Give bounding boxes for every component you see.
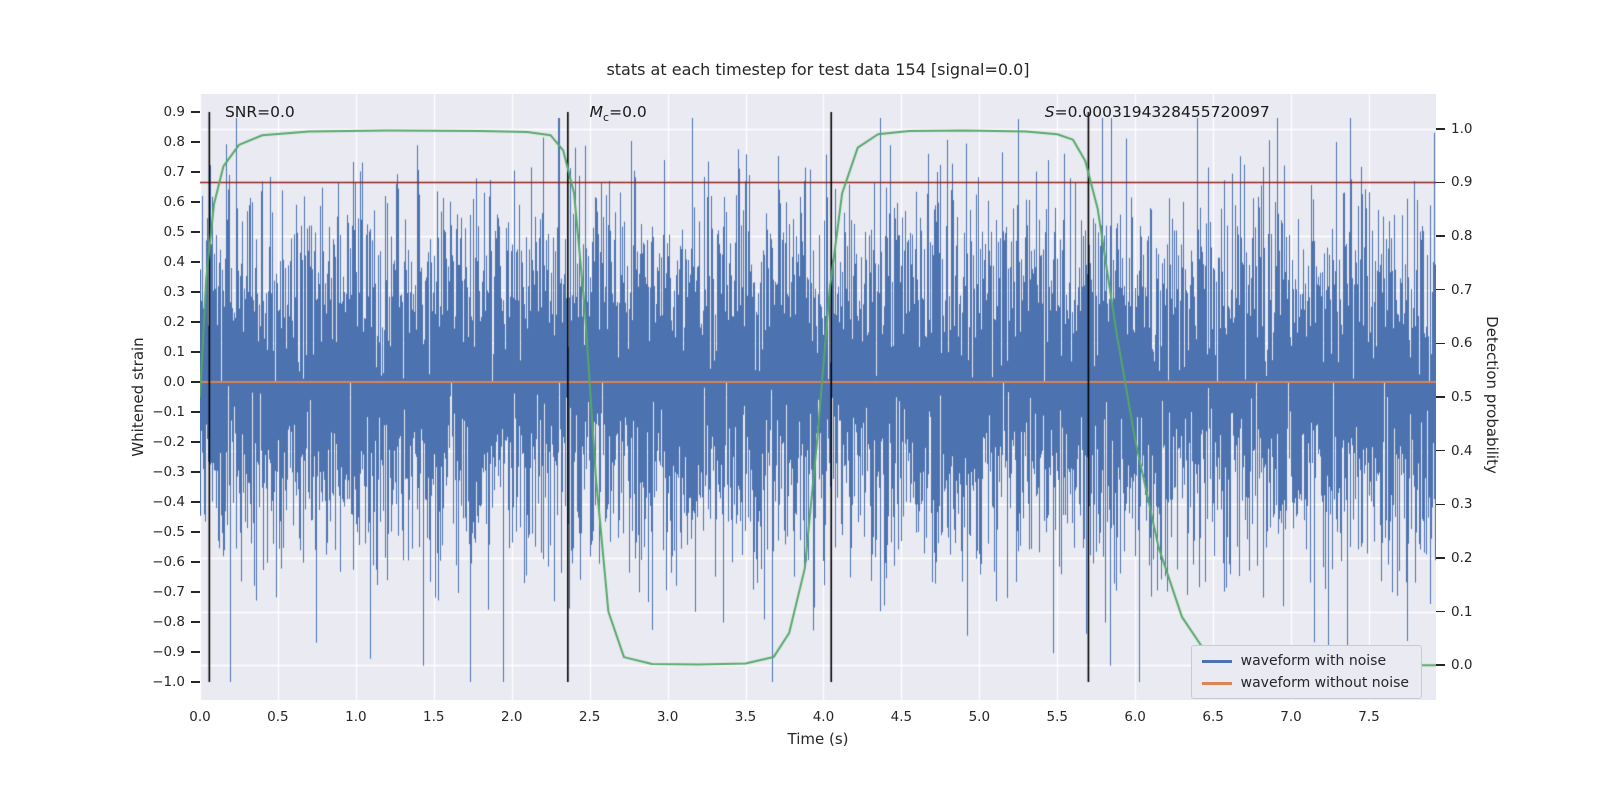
- y-right-tick-mark-icon: [1436, 128, 1445, 130]
- y-right-tick-label: 0.3: [1451, 496, 1473, 513]
- y-left-tick-mark-icon: [191, 141, 200, 143]
- y-left-tick-label: −0.9: [152, 644, 185, 660]
- x-tick-label: 1.0: [345, 709, 367, 725]
- y-left-tick-label: −0.2: [152, 434, 185, 450]
- y-right-tick-mark-icon: [1436, 342, 1445, 345]
- y-left-tick-label: −0.1: [152, 404, 185, 420]
- x-tick-label: 7.5: [1358, 709, 1380, 725]
- y-right-tick-label: 0.9: [1451, 174, 1473, 191]
- y-axis-label-left: Whitened strain: [129, 337, 147, 457]
- y-left-tick-label: 0.6: [163, 194, 185, 210]
- y-right-tick-mark-icon: [1436, 610, 1445, 613]
- y-right-tick-mark-icon: [1436, 449, 1445, 452]
- x-tick-label: 2.0: [500, 709, 523, 725]
- x-tick-label: 5.5: [1046, 709, 1068, 725]
- y-right-tick-label: 0.8: [1451, 228, 1473, 245]
- y-left-tick-mark-icon: [191, 681, 200, 683]
- y-right-tick-mark-icon: [1436, 235, 1445, 237]
- y-right-tick-mark-icon: [1436, 503, 1445, 505]
- y-left-tick-mark-icon: [191, 261, 200, 263]
- y-left-tick-mark-icon: [191, 171, 200, 173]
- chart-title: stats at each timestep for test data 154…: [606, 60, 1030, 79]
- y-left-tick-mark-icon: [191, 531, 200, 533]
- legend-line-blue-icon: [1201, 659, 1232, 663]
- x-tick-label: 6.5: [1202, 709, 1224, 725]
- y-left-tick-label: 0.1: [163, 344, 185, 360]
- legend-line-orange-icon: [1201, 681, 1232, 685]
- y-left-tick-label: −0.8: [152, 614, 185, 630]
- annotation-chirp-mass: Mc=0.0: [589, 103, 647, 125]
- y-left-tick-mark-icon: [191, 471, 200, 473]
- y-left-tick-label: 0.0: [163, 374, 185, 390]
- y-right-tick-label: 0.5: [1451, 389, 1473, 405]
- x-tick-label: 0.0: [189, 709, 211, 725]
- y-right-tick-label: 0.1: [1451, 603, 1473, 620]
- y-left-tick-label: 0.4: [163, 254, 185, 270]
- y-left-tick-label: 0.8: [163, 134, 185, 150]
- x-tick-label: 4.0: [812, 709, 835, 725]
- y-left-tick-mark-icon: [191, 561, 200, 563]
- y-left-tick-label: 0.2: [163, 314, 185, 330]
- x-tick-label: 6.0: [1124, 709, 1146, 725]
- y-left-tick-mark-icon: [191, 291, 200, 293]
- y-right-tick-mark-icon: [1436, 557, 1445, 559]
- x-tick-label: 3.5: [734, 709, 757, 725]
- y-right-tick-label: 0.4: [1451, 442, 1473, 459]
- y-left-tick-mark-icon: [191, 411, 200, 413]
- x-tick-label: 4.5: [890, 709, 913, 725]
- x-tick-label: 3.0: [656, 709, 679, 725]
- y-left-tick-mark-icon: [191, 321, 200, 323]
- x-tick-label: 7.0: [1280, 709, 1302, 725]
- y-right-tick-label: 0.0: [1451, 657, 1473, 674]
- y-left-tick-mark-icon: [191, 381, 200, 383]
- annotation-significance: S=0.0003194328455720097: [1044, 103, 1270, 121]
- y-left-tick-mark-icon: [191, 111, 200, 113]
- y-left-tick-label: 0.7: [163, 164, 185, 180]
- x-tick-label: 2.5: [578, 709, 601, 725]
- plot-canvas: [200, 94, 1436, 700]
- legend-item-waveform-without-noise: waveform without noise: [1201, 675, 1409, 691]
- y-left-tick-label: 0.5: [163, 224, 185, 240]
- y-right-tick-mark-icon: [1436, 181, 1445, 184]
- y-left-tick-label: 0.9: [163, 104, 185, 120]
- y-left-tick-mark-icon: [191, 441, 200, 443]
- y-right-tick-mark-icon: [1436, 289, 1445, 291]
- legend: waveform with noise waveform without noi…: [1190, 645, 1422, 699]
- y-left-tick-label: −1.0: [152, 674, 185, 690]
- y-right-tick-mark-icon: [1436, 664, 1445, 666]
- y-left-tick-label: −0.5: [152, 524, 185, 540]
- annotation-snr: SNR=0.0: [224, 103, 295, 121]
- y-right-tick-label: 0.7: [1451, 281, 1473, 298]
- y-left-tick-label: −0.6: [152, 554, 185, 570]
- y-left-tick-label: −0.7: [152, 584, 185, 600]
- y-left-tick-mark-icon: [191, 231, 200, 233]
- y-axis-label-right: Detection probability: [1483, 316, 1501, 474]
- y-left-tick-mark-icon: [191, 201, 200, 203]
- y-right-tick-label: 1.0: [1451, 120, 1473, 137]
- y-left-tick-mark-icon: [191, 651, 200, 653]
- x-tick-label: 5.0: [968, 709, 991, 725]
- x-tick-label: 0.5: [267, 709, 289, 725]
- y-left-tick-mark-icon: [191, 351, 200, 353]
- y-left-tick-label: −0.3: [152, 464, 185, 480]
- y-right-tick-label: 0.6: [1451, 335, 1473, 352]
- y-left-tick-mark-icon: [191, 621, 200, 623]
- y-left-tick-label: 0.3: [163, 284, 185, 300]
- legend-label-waveform-without-noise: waveform without noise: [1240, 675, 1409, 691]
- y-right-tick-mark-icon: [1436, 396, 1445, 398]
- x-axis-label: Time (s): [787, 730, 849, 748]
- y-left-tick-mark-icon: [191, 591, 200, 593]
- legend-item-waveform-with-noise: waveform with noise: [1201, 653, 1409, 669]
- legend-label-waveform-with-noise: waveform with noise: [1240, 653, 1387, 669]
- y-left-tick-mark-icon: [191, 501, 200, 503]
- y-left-tick-label: −0.4: [152, 494, 185, 510]
- y-right-tick-label: 0.2: [1451, 549, 1473, 566]
- x-tick-label: 1.5: [423, 709, 445, 725]
